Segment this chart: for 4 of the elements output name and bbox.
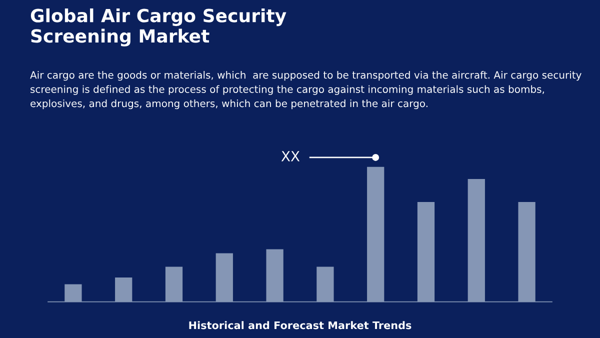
- chart-title: Global Air Cargo Security Screening Market: [30, 8, 286, 46]
- chart-subtitle: Air cargo are the goods or materials, which are supposed to be transported via the aircraft. Air cargo security screening is defined as the process of protecting the cargo against incoming materials such as bombs, explosives, and drugs, among others, which can be penetrated in the air cargo.: [30, 70, 582, 110]
- text: XX: [281, 151, 300, 162]
- text: Historical and Forecast Market Trends: [189, 321, 412, 330]
